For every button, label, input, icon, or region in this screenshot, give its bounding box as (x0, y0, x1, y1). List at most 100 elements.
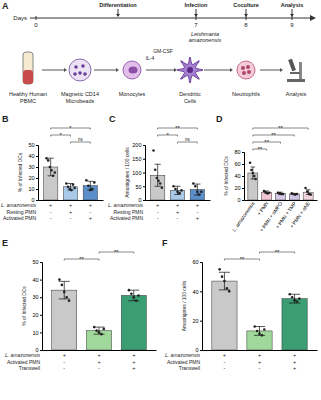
condition-sign: + (258, 359, 261, 365)
tick-label: L. amazonensis (231, 200, 256, 233)
beads-icon (69, 59, 91, 81)
condition-sign: + (97, 359, 100, 365)
cytokine-label: IL-4 (146, 55, 155, 61)
error-cap (155, 164, 161, 165)
axis-title: % of Infected DCs (22, 286, 27, 326)
chart-panel: F0204060Amastigotes / 100 cells****L. am… (162, 238, 318, 371)
tick: 10 (28, 186, 38, 192)
significance-bracket (71, 142, 91, 144)
error-cap (48, 158, 54, 159)
x-axis (39, 200, 104, 201)
data-point (85, 179, 88, 182)
condition-sign: - (98, 365, 100, 371)
axis-title: % of Infected DCs (224, 156, 229, 196)
tick-mark (242, 200, 244, 201)
tick: 10 (32, 330, 42, 336)
tick-mark (36, 189, 38, 190)
condition-sign: + (89, 215, 92, 221)
tick-mark (143, 145, 145, 146)
neutrophil-lobe (241, 66, 245, 70)
data-point (65, 296, 68, 299)
error-cap (48, 175, 54, 176)
bar (303, 192, 313, 200)
tick: 40 (192, 289, 202, 295)
tick-mark (40, 262, 42, 263)
condition-label: Activated PMN (3, 215, 36, 221)
tick-label: 30 (32, 294, 38, 300)
tick: 60 (192, 259, 202, 265)
error-cap (59, 281, 70, 282)
condition-sign: - (177, 215, 179, 221)
stage-arrow-head (64, 68, 67, 72)
error-cap (219, 272, 230, 273)
condition-sign: - (259, 365, 261, 371)
microscope-stage (290, 72, 300, 74)
data-point (52, 175, 55, 178)
data-point (70, 189, 73, 192)
bead (81, 64, 85, 68)
bar (276, 193, 286, 200)
tick-label: 50 (32, 259, 38, 265)
tick: 60 (234, 161, 244, 167)
stage-arrow (94, 70, 117, 71)
tick-label: 50 (135, 184, 141, 190)
panel-letter: C (109, 114, 116, 124)
stage-arrow-head (116, 68, 119, 72)
axis-line (242, 153, 245, 201)
bead (74, 65, 78, 69)
data-point (54, 171, 57, 174)
error-bar (259, 327, 260, 336)
data-point (253, 325, 256, 328)
tick: + PMN + αNE (288, 200, 311, 229)
y-axis: 01020304050 (28, 142, 38, 203)
error-bar (177, 186, 178, 194)
tick-label: 150 (132, 156, 141, 162)
panel-letter: B (2, 114, 9, 124)
data-point (250, 169, 253, 172)
tick-label: 80 (234, 149, 240, 155)
y-axis: 01020304050 (32, 259, 42, 353)
tick-mark (36, 178, 38, 179)
error-bar (99, 327, 100, 334)
data-point (49, 166, 52, 169)
stage-label: Monocytes (119, 91, 146, 97)
tick-mark (242, 164, 244, 165)
condition-label: L. amazonensis (1, 202, 37, 208)
axis-title: Amastigotes / 100 cells (182, 280, 187, 331)
condition-sign: + (293, 352, 296, 358)
condition-label: L. amazonensis (108, 202, 144, 208)
data-point (73, 187, 76, 190)
stage-label: Magnetic CD14 (61, 91, 99, 97)
tick: 50 (135, 184, 145, 190)
panel-letter: E (2, 238, 8, 248)
data-point (65, 182, 68, 185)
panel-letter: F (162, 238, 168, 248)
panel-letter: D (216, 114, 223, 124)
condition-sign: + (97, 352, 100, 358)
data-point (254, 178, 257, 181)
axis-line (146, 200, 211, 201)
event-arrow-head (290, 14, 294, 17)
data-point (268, 192, 271, 195)
neutrophil-lobe (247, 70, 251, 74)
tick: 0 (237, 197, 244, 203)
data-point (161, 186, 164, 189)
x-axis (146, 200, 211, 201)
dendritic-nucleus (187, 67, 193, 73)
data-point (63, 291, 66, 294)
tick-mark (143, 159, 145, 160)
bar (282, 299, 307, 350)
tick-mark (242, 152, 244, 153)
data-point (50, 169, 53, 172)
error-cap (87, 181, 93, 182)
significance-label: ** (264, 139, 269, 145)
condition-sign: + (176, 202, 179, 208)
tick: 20 (28, 175, 38, 181)
data-point (196, 190, 199, 193)
figure: ADays0789DifferentiationInfectionCocultu… (0, 0, 321, 400)
stage-label: Analysis (286, 91, 307, 97)
bar (212, 281, 237, 350)
condition-sign: - (157, 215, 159, 221)
data-point (253, 175, 256, 178)
tick-label: 20 (192, 318, 198, 324)
